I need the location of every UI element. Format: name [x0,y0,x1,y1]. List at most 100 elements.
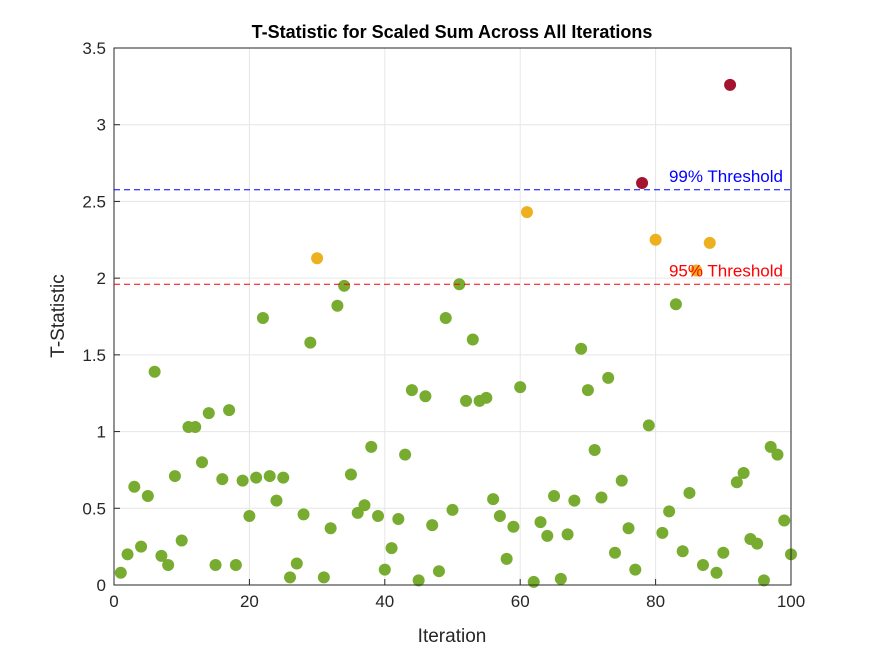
data-point [128,480,141,493]
data-point [162,559,175,572]
data-point [757,574,770,587]
data-point [568,494,581,507]
data-point [297,508,310,521]
data-point [324,522,337,535]
plot-frame [113,47,792,586]
data-point [541,529,554,542]
data-point [663,505,676,518]
data-point [331,299,344,312]
data-point [439,312,452,325]
plot-area [114,48,791,585]
data-point [778,514,791,527]
data-point [229,559,242,572]
data-point [344,468,357,481]
axis-ticks: 0 20 40 60 80 100 0 0.5 1 1.5 2 2.5 3 3.5 [82,39,805,611]
y-tick-label: 0.5 [82,499,106,518]
threshold-lines: 95% Threshold 99% Threshold [114,167,791,285]
data-point [527,575,540,588]
y-tick-label: 1.5 [82,346,106,365]
data-point [372,509,385,522]
data-point [175,534,188,547]
data-point [554,572,567,585]
data-point-above-95 [520,206,533,219]
data-point [189,420,202,433]
data-point [270,494,283,507]
x-tick-label: 60 [511,592,530,611]
data-point-above-99 [724,78,737,91]
data-point-above-95 [311,252,324,265]
data-point [696,559,709,572]
data-point [304,336,317,349]
data-point [168,470,181,483]
x-axis-label: Iteration [418,626,487,647]
data-point [764,440,777,453]
y-tick-label: 3.5 [82,39,106,58]
data-point [148,365,161,378]
data-point [548,490,561,503]
data-point-above-95 [649,233,662,246]
threshold-label: 99% Threshold [669,167,783,186]
x-tick-label: 20 [240,592,259,611]
data-point [602,371,615,384]
data-point [358,499,371,512]
data-point [426,519,439,532]
data-point [710,566,723,579]
data-point [514,381,527,394]
data-point [114,566,127,579]
data-point [378,563,391,576]
data-point [263,470,276,483]
y-tick-label: 1 [97,423,106,442]
data-point [446,503,459,516]
data-point-above-95 [703,236,716,249]
y-axis-label: T-Statistic [48,274,69,357]
x-tick-label: 40 [375,592,394,611]
y-tick-label: 3 [97,116,106,135]
data-point [419,390,432,403]
data-point [561,528,574,541]
data-point [480,391,493,404]
data-point [460,394,473,407]
data-point [317,571,330,584]
threshold-label: 95% Threshold [669,261,783,280]
data-point [737,466,750,479]
data-point [669,298,682,311]
data-point [534,516,547,529]
data-point [196,456,209,469]
data-point-above-95 [690,264,703,277]
data-point [615,474,628,487]
data-point [622,522,635,535]
data-point [595,491,608,504]
data-point [135,540,148,553]
data-point [256,312,269,325]
data-point [290,557,303,570]
data-point [717,546,730,559]
data-point [588,443,601,456]
data-point [236,474,249,487]
y-tick-label: 2.5 [82,192,106,211]
data-point [730,476,743,489]
data-point [487,493,500,506]
data-point [392,513,405,526]
data-point [412,574,425,587]
data-point [575,342,588,355]
x-tick-label: 0 [109,592,118,611]
data-point [493,509,506,522]
data-point [405,384,418,397]
data-point [365,440,378,453]
data-point [351,506,364,519]
data-point [676,545,689,558]
y-tick-label: 0 [97,576,106,595]
data-point [202,407,215,420]
data-point [277,471,290,484]
data-point [223,404,236,417]
data-point [500,552,513,565]
data-point [284,571,297,584]
data-point [250,471,263,484]
x-tick-label: 100 [777,592,805,611]
data-point [399,448,412,461]
data-point [466,333,479,346]
data-point [656,526,669,539]
data-point [507,520,520,533]
data-point [155,549,168,562]
